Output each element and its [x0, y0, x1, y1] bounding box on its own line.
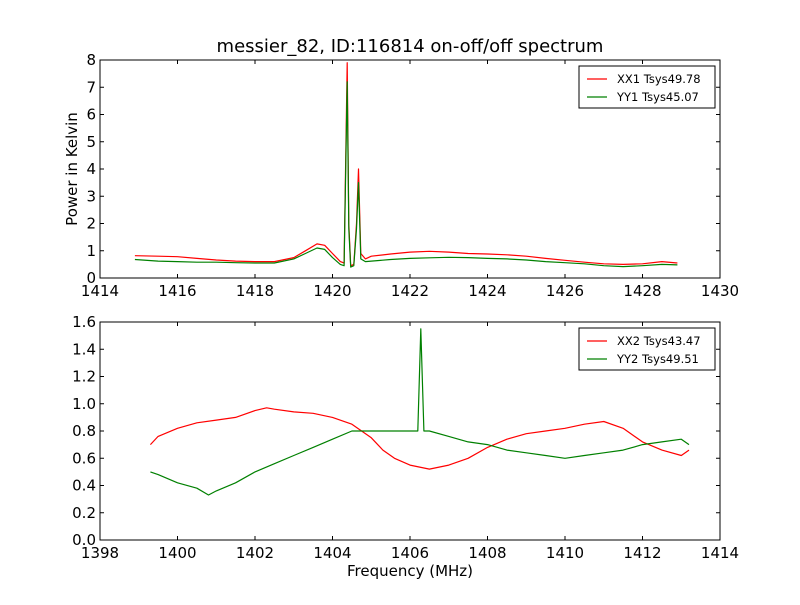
y-tick-label: 6 — [86, 106, 96, 124]
x-tick-label: 1402 — [236, 544, 274, 562]
chart-title: messier_82, ID:116814 on-off/off spectru… — [217, 36, 604, 57]
legend-box — [578, 65, 716, 109]
y-axis-label: Power in Kelvin — [63, 112, 81, 226]
x-tick-label: 1430 — [701, 282, 739, 300]
y-tick-label: 2 — [86, 215, 96, 233]
y-tick-label: 3 — [86, 187, 96, 205]
x-tick-label: 1426 — [546, 282, 584, 300]
x-tick-label: 1418 — [236, 282, 274, 300]
legend-label: XX2 Tsys43.47 — [617, 334, 701, 348]
y-tick-label: 7 — [86, 78, 96, 96]
series-line-2-1 — [149, 407, 690, 470]
legend-label: YY2 Tsys49.51 — [616, 352, 699, 366]
y-tick-label: 5 — [86, 133, 96, 151]
y-tick-label: 1.6 — [72, 313, 96, 331]
x-tick-label: 1416 — [158, 282, 196, 300]
chart-panel-1: 1414 1416 1418 1420 1422 1424 1426 1428 1430 0 1 2 3… — [63, 51, 739, 300]
y-tick-label: 0.4 — [72, 477, 96, 495]
x-tick-label: 1414 — [81, 282, 119, 300]
series-line-2-2 — [150, 328, 690, 496]
x-tick-label: 1410 — [546, 544, 584, 562]
legend-label: YY1 Tsys45.07 — [616, 90, 699, 104]
y-tick-label: 1.4 — [72, 340, 96, 358]
series-line-1-2 — [134, 81, 678, 268]
x-tick-label: 1408 — [468, 544, 506, 562]
y-tick-label: 0.8 — [72, 422, 96, 440]
y-tick-label: 0 — [86, 269, 96, 287]
y-tick-label: 0.0 — [72, 531, 96, 549]
x-tick-label: 1404 — [313, 544, 351, 562]
y-tick-label: 1 — [86, 242, 96, 260]
x-tick-label: 1414 — [701, 544, 739, 562]
x-tick-label: 1398 — [81, 544, 119, 562]
x-tick-label: 1406 — [391, 544, 429, 562]
x-axis-label: Frequency (MHz) — [347, 562, 473, 580]
x-tick-label: 1400 — [158, 544, 196, 562]
x-tick-label: 1420 — [313, 282, 351, 300]
legend-label: XX1 Tsys49.78 — [617, 72, 701, 86]
y-tick-label: 8 — [86, 51, 96, 69]
x-tick-label: 1428 — [623, 282, 661, 300]
legend: XX2 Tsys43.47 YY2 Tsys49.51 — [578, 327, 716, 371]
legend: XX1 Tsys49.78 YY1 Tsys45.07 — [578, 65, 716, 109]
x-tick-label: 1422 — [391, 282, 429, 300]
y-tick-label: 1.0 — [72, 395, 96, 413]
x-tick-label: 1424 — [468, 282, 506, 300]
x-tick-label: 1412 — [623, 544, 661, 562]
y-tick-label: 0.6 — [72, 449, 96, 467]
y-tick-label: 0.2 — [72, 504, 96, 522]
legend-box — [578, 327, 716, 371]
chart-panel-2: 1398 1400 1402 1404 1406 1408 1410 1412 1414 0.0 0… — [72, 313, 739, 580]
y-tick-label: 4 — [86, 160, 96, 178]
y-tick-label: 1.2 — [72, 368, 96, 386]
